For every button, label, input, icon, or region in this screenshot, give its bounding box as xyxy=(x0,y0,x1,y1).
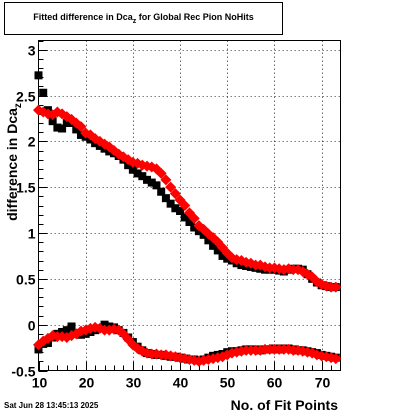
square-marker xyxy=(190,223,199,232)
square-marker xyxy=(62,119,71,127)
square-marker xyxy=(166,199,175,208)
square-marker xyxy=(176,207,185,215)
square-marker xyxy=(157,187,166,196)
diamond-marker xyxy=(330,281,342,293)
square-marker xyxy=(180,213,189,222)
diamond-marker xyxy=(160,174,172,186)
y-tick-label: 3 xyxy=(28,43,36,59)
chart-title-sub: z xyxy=(132,18,137,25)
diamond-marker xyxy=(155,167,167,179)
chart-title-box: Fitted difference in Dcaz for Global Rec… xyxy=(4,2,283,35)
y-tick-labels: -0.5 0 0.5 1 1.5 2 2.5 3 xyxy=(11,43,35,380)
diamond-marker xyxy=(165,181,177,193)
x-axis-title: No. of Fit Points xyxy=(231,397,339,413)
square-marker xyxy=(128,165,137,174)
y-axis-title-sub: z xyxy=(13,103,24,108)
square-marker xyxy=(138,172,147,181)
square-marker xyxy=(58,124,67,133)
square-marker xyxy=(34,71,43,80)
y-tick-label: 1.5 xyxy=(16,180,36,196)
square-marker xyxy=(213,246,222,255)
y-tick-label: 0 xyxy=(28,318,36,334)
square-marker xyxy=(161,194,170,203)
diamond-marker xyxy=(188,212,200,224)
x-tick-label: 60 xyxy=(267,375,283,391)
square-marker xyxy=(67,322,76,331)
square-marker xyxy=(185,218,194,226)
y-axis-title-main: difference in Dca xyxy=(4,108,20,221)
square-marker xyxy=(171,204,180,213)
square-marker xyxy=(39,88,48,97)
square-marker xyxy=(133,169,142,178)
square-marker xyxy=(76,130,85,139)
chart-title-suffix: for Global Rec Pion NoHits xyxy=(136,12,254,22)
square-marker xyxy=(53,123,62,132)
y-tick-label: -0.5 xyxy=(11,364,35,380)
square-marker xyxy=(72,125,81,134)
y-tick-label: 2 xyxy=(28,134,36,150)
square-marker xyxy=(218,251,227,260)
square-marker xyxy=(223,254,232,263)
data-markers xyxy=(33,71,342,367)
square-marker xyxy=(152,181,161,190)
square-marker xyxy=(62,326,71,335)
square-marker xyxy=(143,175,152,184)
x-tick-labels: 10 20 30 40 50 60 70 xyxy=(32,375,331,391)
square-marker xyxy=(147,178,156,187)
chart-title-prefix: Fitted difference in Dca xyxy=(33,12,133,22)
y-axis-title: difference in Dcaz xyxy=(4,103,24,221)
x-tick-label: 10 xyxy=(32,375,48,391)
y-tick-label: 2.5 xyxy=(16,89,36,105)
diamond-marker xyxy=(169,188,181,200)
chart-title: Fitted difference in Dcaz for Global Rec… xyxy=(33,12,254,25)
x-tick-label: 30 xyxy=(126,375,142,391)
square-marker xyxy=(48,117,57,126)
timestamp-footer: Sat Jun 28 13:45:13 2025 xyxy=(4,401,99,410)
square-marker xyxy=(209,241,218,250)
x-tick-label: 70 xyxy=(315,375,331,391)
x-tick-label: 50 xyxy=(220,375,236,391)
y-tick-label: 1 xyxy=(28,226,36,242)
x-tick-label: 20 xyxy=(79,375,95,391)
diamond-marker xyxy=(179,200,191,211)
diamond-marker xyxy=(75,121,87,133)
diamond-marker xyxy=(330,353,342,365)
square-marker xyxy=(204,236,213,245)
y-tick-label: 0.5 xyxy=(16,272,36,288)
x-tick-label: 40 xyxy=(173,375,189,391)
